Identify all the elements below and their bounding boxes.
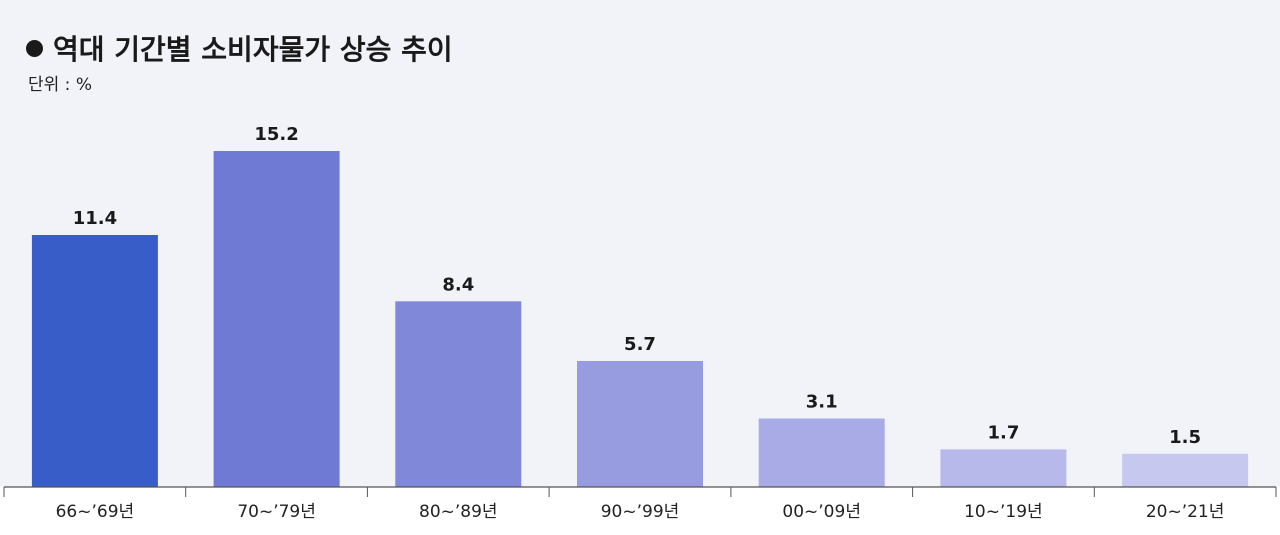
unit-label: 단위 : % bbox=[28, 75, 92, 95]
x-tick-label: 10~’19년 bbox=[964, 502, 1043, 522]
bar-value-label: 1.5 bbox=[1169, 427, 1201, 448]
x-tick-label: 00~’09년 bbox=[782, 502, 861, 522]
bullet-icon bbox=[26, 39, 43, 57]
x-tick-label: 70~’79년 bbox=[237, 502, 316, 522]
bar-value-label: 11.4 bbox=[73, 208, 117, 229]
bar-value-label: 3.1 bbox=[806, 392, 838, 413]
bar-value-label: 15.2 bbox=[254, 124, 298, 145]
bar-value-label: 5.7 bbox=[624, 334, 656, 355]
chart-title: 역대 기간별 소비자물가 상승 추이 bbox=[26, 28, 453, 68]
bar bbox=[577, 361, 703, 487]
bar-value-label: 8.4 bbox=[442, 274, 474, 295]
bar bbox=[395, 301, 522, 487]
bar-value-label: 1.7 bbox=[987, 422, 1019, 443]
bar bbox=[758, 418, 885, 487]
x-tick-label: 90~’99년 bbox=[601, 502, 680, 522]
x-tick-label: 80~’89년 bbox=[419, 502, 498, 522]
bar bbox=[31, 235, 158, 487]
x-tick-label: 66~’69년 bbox=[56, 502, 135, 522]
x-tick-label: 20~’21년 bbox=[1146, 502, 1225, 522]
bar bbox=[1122, 453, 1249, 487]
chart-title-text: 역대 기간별 소비자물가 상승 추이 bbox=[53, 33, 453, 66]
bar bbox=[213, 151, 340, 487]
bar bbox=[940, 449, 1067, 487]
